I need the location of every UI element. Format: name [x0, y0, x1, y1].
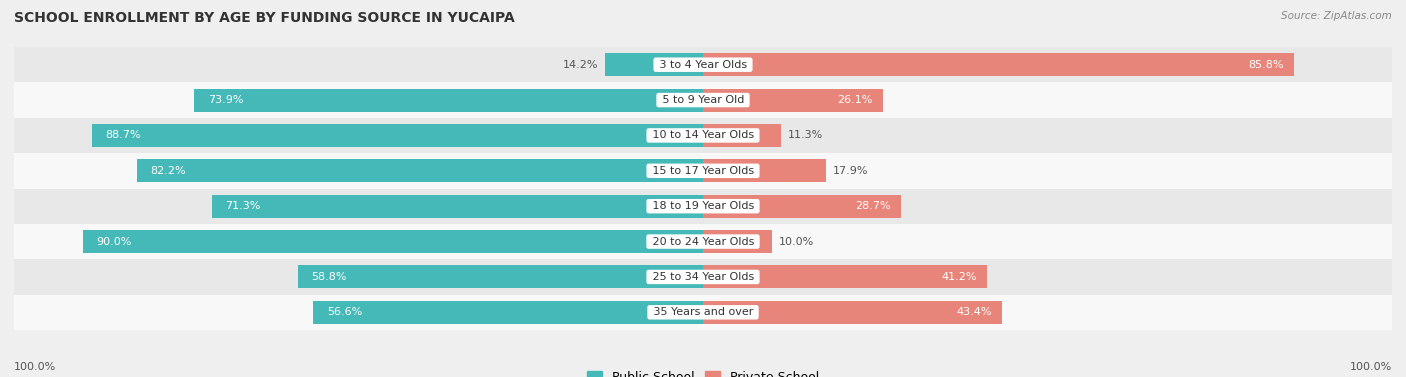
- Text: 90.0%: 90.0%: [97, 236, 132, 247]
- Text: 15 to 17 Year Olds: 15 to 17 Year Olds: [648, 166, 758, 176]
- Bar: [703, 195, 901, 218]
- Text: 82.2%: 82.2%: [150, 166, 186, 176]
- Text: 100.0%: 100.0%: [14, 362, 56, 372]
- Bar: [212, 195, 703, 218]
- Bar: [314, 301, 703, 324]
- Bar: [605, 53, 703, 76]
- Text: 17.9%: 17.9%: [834, 166, 869, 176]
- Bar: [703, 159, 827, 182]
- Text: 20 to 24 Year Olds: 20 to 24 Year Olds: [648, 236, 758, 247]
- Bar: [703, 124, 780, 147]
- Bar: [14, 224, 1392, 259]
- Bar: [136, 159, 703, 182]
- Text: 58.8%: 58.8%: [312, 272, 347, 282]
- Text: 88.7%: 88.7%: [105, 130, 142, 141]
- Text: Source: ZipAtlas.com: Source: ZipAtlas.com: [1281, 11, 1392, 21]
- Bar: [14, 259, 1392, 294]
- Text: 28.7%: 28.7%: [855, 201, 890, 211]
- Bar: [83, 230, 703, 253]
- Bar: [14, 47, 1392, 83]
- Text: 10.0%: 10.0%: [779, 236, 814, 247]
- Bar: [14, 188, 1392, 224]
- Text: 14.2%: 14.2%: [562, 60, 599, 70]
- Text: 10 to 14 Year Olds: 10 to 14 Year Olds: [648, 130, 758, 141]
- Text: 11.3%: 11.3%: [787, 130, 823, 141]
- Text: 35 Years and over: 35 Years and over: [650, 307, 756, 317]
- Text: 43.4%: 43.4%: [956, 307, 991, 317]
- Text: 26.1%: 26.1%: [837, 95, 873, 105]
- Bar: [703, 89, 883, 112]
- Bar: [14, 294, 1392, 330]
- Bar: [703, 53, 1294, 76]
- Text: 25 to 34 Year Olds: 25 to 34 Year Olds: [648, 272, 758, 282]
- Bar: [703, 230, 772, 253]
- Bar: [703, 265, 987, 288]
- Bar: [14, 153, 1392, 188]
- Text: 73.9%: 73.9%: [208, 95, 243, 105]
- Text: 5 to 9 Year Old: 5 to 9 Year Old: [658, 95, 748, 105]
- Bar: [14, 83, 1392, 118]
- Bar: [91, 124, 703, 147]
- Text: 71.3%: 71.3%: [225, 201, 262, 211]
- Bar: [298, 265, 703, 288]
- Text: SCHOOL ENROLLMENT BY AGE BY FUNDING SOURCE IN YUCAIPA: SCHOOL ENROLLMENT BY AGE BY FUNDING SOUR…: [14, 11, 515, 25]
- Bar: [703, 301, 1002, 324]
- Text: 18 to 19 Year Olds: 18 to 19 Year Olds: [648, 201, 758, 211]
- Text: 100.0%: 100.0%: [1350, 362, 1392, 372]
- Text: 85.8%: 85.8%: [1249, 60, 1284, 70]
- Bar: [14, 118, 1392, 153]
- Text: 56.6%: 56.6%: [326, 307, 363, 317]
- Text: 3 to 4 Year Olds: 3 to 4 Year Olds: [655, 60, 751, 70]
- Legend: Public School, Private School: Public School, Private School: [582, 366, 824, 377]
- Bar: [194, 89, 703, 112]
- Text: 41.2%: 41.2%: [941, 272, 977, 282]
